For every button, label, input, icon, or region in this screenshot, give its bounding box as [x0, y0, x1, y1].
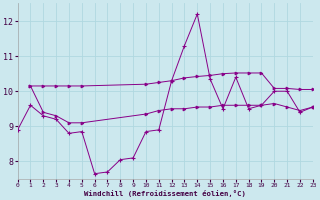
X-axis label: Windchill (Refroidissement éolien,°C): Windchill (Refroidissement éolien,°C)	[84, 190, 246, 197]
